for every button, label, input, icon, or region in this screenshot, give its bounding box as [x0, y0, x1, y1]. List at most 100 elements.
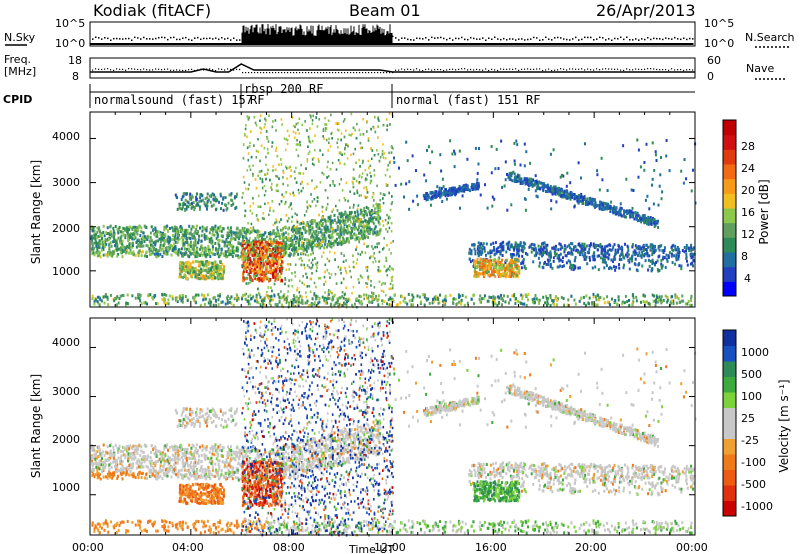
echo-cell [232, 303, 235, 307]
echo-cell [367, 297, 370, 300]
noise-search-point [470, 36, 472, 39]
echo-cell [346, 219, 349, 223]
echo-cell [514, 297, 517, 300]
echo-cell [266, 294, 269, 298]
echo-cell [187, 254, 190, 258]
echo-cell [545, 296, 548, 300]
echo-cell [210, 300, 212, 304]
echo-cell [150, 239, 153, 243]
echo-cell [214, 230, 217, 233]
echo-cell [278, 203, 281, 206]
echo-cell [284, 202, 286, 206]
echo-cell [344, 240, 347, 244]
echo-cell [256, 270, 259, 274]
echo-cell [162, 244, 165, 248]
echo-cell [322, 173, 325, 176]
echo-cell [168, 227, 171, 230]
echo-cell [276, 257, 279, 261]
echo-cell [316, 224, 319, 227]
echo-cell [271, 263, 274, 267]
echo-cell [196, 255, 199, 259]
echo-cell [383, 152, 386, 155]
echo-cell [253, 243, 256, 247]
echo-cell [351, 228, 353, 232]
echo-cell [371, 157, 373, 160]
echo-cell [102, 224, 105, 228]
echo-cell [262, 237, 264, 241]
echo-cell [369, 181, 372, 185]
echo-cell [144, 254, 146, 258]
echo-cell [126, 230, 128, 234]
nave-point [500, 68, 502, 70]
echo-cell [286, 138, 289, 142]
nave-point [326, 72, 328, 74]
echo-cell [617, 298, 620, 302]
noise-search-point [545, 36, 547, 38]
noise-search-point [572, 38, 574, 40]
echo-cell [117, 247, 120, 251]
echo-cell [335, 204, 337, 208]
echo-cell [460, 298, 463, 302]
beam-title: Beam 01 [349, 1, 421, 20]
echo-cell [188, 266, 191, 270]
echo-cell [301, 233, 303, 237]
echo-cell [262, 233, 265, 237]
echo-cell [326, 165, 329, 169]
echo-cell [308, 150, 311, 153]
echo-cell [251, 254, 254, 257]
echo-cell [264, 237, 267, 241]
echo-cell [310, 246, 313, 250]
echo-cell [324, 241, 327, 245]
echo-cell [235, 249, 238, 253]
echo-cell [296, 249, 299, 252]
echo-cell [205, 226, 208, 230]
noise-search-point [578, 39, 580, 41]
freq-tick-right-bottom: 0 [707, 70, 714, 83]
echo-cell [181, 235, 183, 239]
echo-cell [666, 298, 669, 302]
echo-cell [91, 247, 94, 251]
echo-cell [373, 216, 376, 219]
echo-cell [159, 245, 162, 249]
echo-cell [306, 242, 308, 245]
echo-cell [231, 255, 234, 258]
echo-cell [363, 207, 365, 210]
echo-cell [207, 301, 210, 305]
echo-cell [556, 298, 559, 302]
echo-cell [174, 244, 177, 248]
nave-point [560, 68, 562, 70]
echo-cell [202, 298, 205, 302]
freq-left-label-2: [MHz] [4, 65, 36, 78]
noise-search-point [659, 38, 661, 40]
echo-cell [378, 260, 380, 263]
echo-cell [138, 240, 141, 244]
echo-cell [334, 302, 337, 306]
echo-cell [208, 298, 211, 302]
echo-cell [188, 248, 191, 252]
echo-cell [346, 297, 349, 301]
echo-cell [249, 259, 252, 263]
echo-cell [412, 295, 415, 299]
echo-cell [218, 239, 221, 242]
echo-cell [283, 236, 286, 240]
echo-cell [277, 233, 279, 237]
echo-cell [348, 217, 351, 221]
nave-point [545, 69, 547, 71]
echo-cell [105, 231, 108, 235]
echo-cell [134, 229, 137, 233]
echo-cell [310, 253, 312, 256]
echo-cell [91, 294, 94, 298]
echo-cell [666, 296, 669, 300]
echo-cell [316, 244, 319, 248]
echo-cell [288, 247, 291, 250]
nave-point [176, 69, 178, 71]
echo-cell [242, 227, 245, 231]
echo-cell [355, 248, 357, 251]
noise-search-point [155, 37, 157, 40]
echo-cell [225, 253, 228, 257]
echo-cell [248, 239, 251, 243]
echo-cell [178, 267, 181, 271]
echo-cell [537, 298, 540, 302]
nave-point [656, 68, 658, 71]
echo-cell [270, 240, 273, 244]
